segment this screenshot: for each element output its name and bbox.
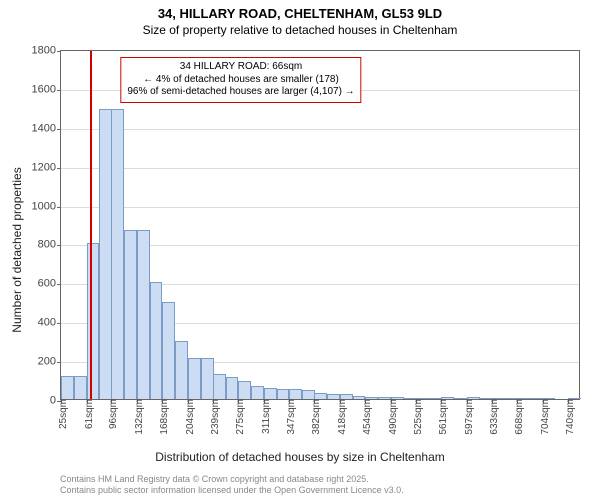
x-tick-label: 347sqm [281, 399, 297, 435]
x-tick-label: 490sqm [383, 399, 399, 435]
x-tick-label: 668sqm [509, 399, 525, 435]
histogram-bar [124, 230, 137, 399]
y-tick-mark [57, 323, 61, 324]
annotation-line: ← 4% of detached houses are smaller (178… [127, 74, 354, 87]
histogram-bar [264, 388, 277, 399]
x-tick-label: 275sqm [230, 399, 246, 435]
histogram-bar [201, 358, 214, 399]
property-marker-line [90, 51, 92, 399]
x-tick-label: 25sqm [53, 399, 69, 429]
x-tick-label: 633sqm [484, 399, 500, 435]
y-tick-mark [57, 362, 61, 363]
histogram-bar [99, 109, 112, 399]
histogram-bar [111, 109, 124, 399]
histogram-bar [175, 341, 188, 399]
x-tick-label: 311sqm [256, 399, 272, 434]
histogram-bar [162, 302, 175, 399]
annotation-box: 34 HILLARY ROAD: 66sqm← 4% of detached h… [120, 57, 361, 103]
gridline [61, 129, 579, 130]
y-tick-mark [57, 168, 61, 169]
histogram-bar [226, 377, 239, 399]
footer-attribution: Contains HM Land Registry data © Crown c… [60, 474, 580, 497]
y-tick-mark [57, 129, 61, 130]
chart-subtitle: Size of property relative to detached ho… [0, 23, 600, 39]
annotation-line: 34 HILLARY ROAD: 66sqm [127, 61, 354, 74]
x-tick-label: 704sqm [535, 399, 551, 435]
x-tick-label: 561sqm [433, 399, 449, 435]
x-axis-label: Distribution of detached houses by size … [0, 450, 600, 464]
histogram-bar [238, 381, 251, 399]
x-tick-label: 132sqm [129, 399, 145, 435]
histogram-bar [150, 282, 163, 399]
histogram-bar [61, 376, 74, 399]
x-tick-label: 382sqm [306, 399, 322, 435]
footer-line-1: Contains HM Land Registry data © Crown c… [60, 474, 580, 485]
x-tick-label: 454sqm [357, 399, 373, 435]
annotation-line: 96% of semi-detached houses are larger (… [127, 86, 354, 99]
y-tick-mark [57, 284, 61, 285]
x-tick-label: 239sqm [205, 399, 221, 435]
histogram-bar [87, 243, 100, 399]
x-tick-label: 96sqm [103, 399, 119, 429]
histogram-bar [74, 376, 87, 399]
plot-area: 02004006008001000120014001600180025sqm61… [60, 50, 580, 400]
x-tick-label: 204sqm [180, 399, 196, 435]
x-tick-label: 61sqm [79, 399, 95, 429]
y-axis-label: Number of detached properties [10, 167, 24, 332]
gridline [61, 168, 579, 169]
x-tick-label: 418sqm [332, 399, 348, 435]
x-tick-label: 525sqm [408, 399, 424, 435]
y-tick-mark [57, 245, 61, 246]
histogram-bar [137, 230, 150, 399]
chart-title: 34, HILLARY ROAD, CHELTENHAM, GL53 9LD [0, 0, 600, 23]
x-tick-label: 168sqm [154, 399, 170, 435]
histogram-bar [302, 390, 315, 399]
y-tick-mark [57, 90, 61, 91]
histogram-bar [289, 389, 302, 399]
histogram-bar [251, 386, 264, 399]
y-tick-mark [57, 207, 61, 208]
x-tick-label: 740sqm [560, 399, 576, 435]
x-tick-label: 597sqm [459, 399, 475, 435]
histogram-bar [213, 374, 226, 399]
chart-container: 34, HILLARY ROAD, CHELTENHAM, GL53 9LD S… [0, 0, 600, 500]
histogram-bar [277, 389, 290, 399]
histogram-bar [188, 358, 201, 399]
footer-line-2: Contains public sector information licen… [60, 485, 580, 496]
gridline [61, 207, 579, 208]
y-tick-mark [57, 51, 61, 52]
